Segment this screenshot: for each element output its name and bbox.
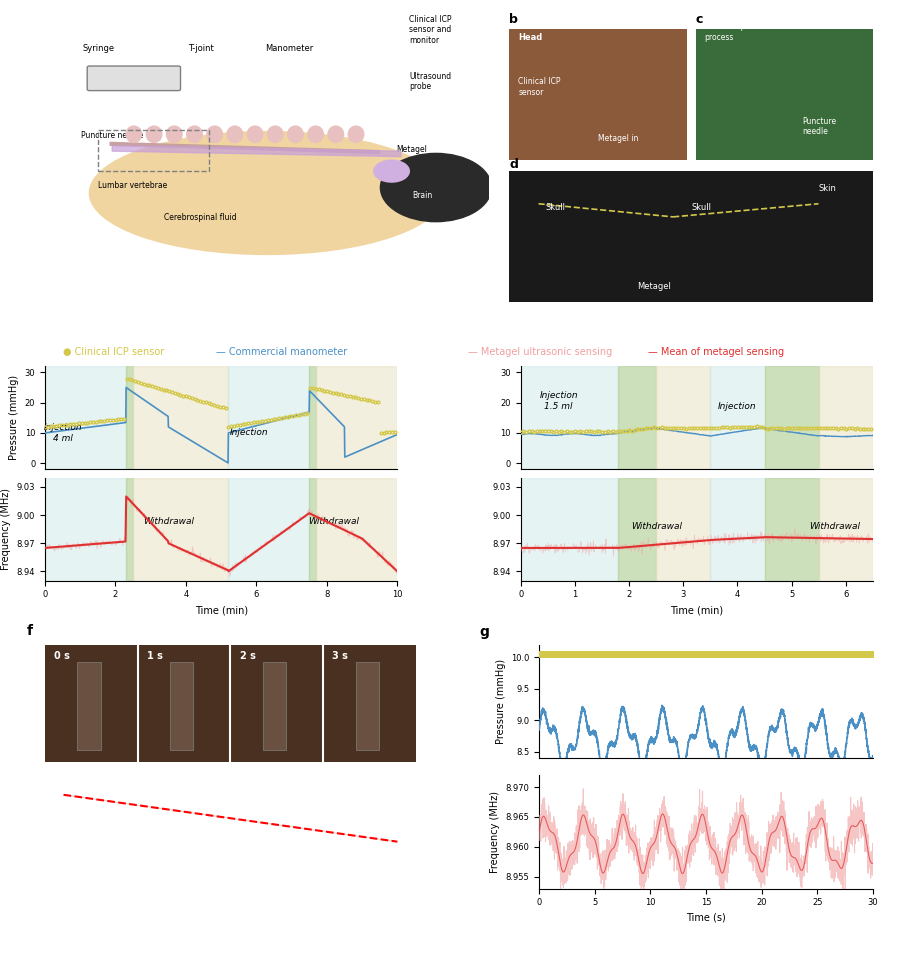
Y-axis label: Pressure (mmHg): Pressure (mmHg)	[496, 659, 506, 744]
Text: Injection: Injection	[718, 401, 757, 411]
Ellipse shape	[186, 126, 202, 143]
X-axis label: Time (s): Time (s)	[686, 913, 726, 922]
Y-axis label: Pressure (mmHg): Pressure (mmHg)	[9, 375, 19, 461]
Text: Brain: Brain	[412, 191, 433, 200]
Bar	[45, 366, 126, 469]
Text: 3 s: 3 s	[332, 651, 348, 661]
Text: Skull: Skull	[545, 203, 566, 212]
Text: Puncture
needle: Puncture needle	[802, 117, 836, 136]
Bar	[656, 477, 710, 580]
Text: Withdrawal: Withdrawal	[309, 517, 359, 527]
Text: Head: Head	[518, 33, 543, 42]
Text: Injection
1.5 ml: Injection 1.5 ml	[539, 392, 578, 411]
Bar	[133, 366, 229, 469]
Text: Syringe: Syringe	[82, 44, 114, 53]
Text: 0 s: 0 s	[54, 651, 70, 661]
Bar	[45, 477, 126, 580]
Text: — Mean of metagel sensing: — Mean of metagel sensing	[648, 347, 784, 357]
X-axis label: Time (min): Time (min)	[194, 605, 248, 615]
Ellipse shape	[308, 126, 323, 143]
Text: Lumbar spinous
process: Lumbar spinous process	[705, 22, 766, 42]
Ellipse shape	[89, 131, 445, 255]
Text: Withdrawal: Withdrawal	[631, 522, 681, 531]
Bar	[819, 477, 873, 580]
Text: Withdrawal: Withdrawal	[143, 517, 194, 527]
Bar	[521, 366, 618, 469]
Ellipse shape	[248, 126, 263, 143]
Bar	[656, 366, 710, 469]
Text: — Metagel ultrasonic sensing: — Metagel ultrasonic sensing	[468, 347, 612, 357]
Bar	[356, 662, 379, 750]
Text: Cerebrospinal fluid: Cerebrospinal fluid	[164, 213, 237, 223]
Bar	[765, 477, 819, 580]
Text: Metagel in: Metagel in	[598, 134, 638, 143]
Bar	[819, 366, 873, 469]
Ellipse shape	[207, 126, 222, 143]
Text: 1 s: 1 s	[147, 651, 163, 661]
Ellipse shape	[288, 126, 303, 143]
Bar	[229, 366, 310, 469]
Bar	[126, 477, 133, 580]
Text: T-joint: T-joint	[187, 44, 213, 53]
Text: c: c	[696, 13, 703, 25]
Text: Clinical ICP
sensor and
monitor: Clinical ICP sensor and monitor	[410, 15, 452, 45]
Bar	[310, 366, 316, 469]
Bar	[521, 477, 618, 580]
Text: Metagel: Metagel	[636, 282, 670, 291]
Text: Puncture needle: Puncture needle	[140, 872, 210, 882]
X-axis label: Time (min): Time (min)	[670, 605, 724, 615]
Bar	[618, 477, 656, 580]
Bar	[133, 477, 229, 580]
Text: f: f	[26, 624, 32, 639]
Text: d: d	[509, 158, 518, 171]
Bar	[170, 662, 194, 750]
Bar	[126, 366, 133, 469]
Y-axis label: Frequency (MHz): Frequency (MHz)	[491, 791, 500, 873]
Text: g: g	[479, 625, 489, 639]
Text: b: b	[509, 13, 518, 25]
Bar	[310, 477, 316, 580]
Text: Volume-measuring
tube: Volume-measuring tube	[176, 783, 248, 803]
Text: Injection
4 ml: Injection 4 ml	[43, 423, 82, 442]
Bar	[710, 366, 765, 469]
FancyBboxPatch shape	[87, 66, 181, 90]
Bar	[263, 662, 286, 750]
Bar	[98, 130, 210, 171]
Y-axis label: Frequency (MHz): Frequency (MHz)	[1, 488, 11, 571]
Text: Metagel: Metagel	[396, 145, 427, 154]
Text: Ultrasound
probe: Ultrasound probe	[410, 72, 452, 91]
Bar	[229, 477, 310, 580]
Ellipse shape	[267, 126, 283, 143]
Text: Clinical ICP
sensor: Clinical ICP sensor	[518, 78, 561, 97]
Ellipse shape	[328, 126, 344, 143]
Text: Injection: Injection	[230, 429, 269, 437]
Text: 2 s: 2 s	[239, 651, 256, 661]
Circle shape	[374, 160, 410, 182]
Bar	[710, 477, 765, 580]
Ellipse shape	[348, 126, 364, 143]
Text: Skull: Skull	[691, 203, 711, 212]
Bar	[316, 366, 397, 469]
Ellipse shape	[166, 126, 182, 143]
Ellipse shape	[381, 154, 491, 222]
Ellipse shape	[126, 126, 141, 143]
Text: Withdrawal: Withdrawal	[810, 522, 860, 531]
Text: Lumbar vertebrae: Lumbar vertebrae	[98, 181, 167, 190]
Bar	[618, 366, 656, 469]
Text: ● Clinical ICP sensor: ● Clinical ICP sensor	[63, 347, 164, 357]
Ellipse shape	[147, 126, 162, 143]
Text: Skin: Skin	[818, 184, 836, 192]
Text: Manometer: Manometer	[266, 44, 313, 53]
Bar	[765, 366, 819, 469]
Text: — Commercial manometer: — Commercial manometer	[216, 347, 347, 357]
Ellipse shape	[227, 126, 243, 143]
Bar	[77, 662, 101, 750]
Bar	[316, 477, 397, 580]
Text: Puncture needle: Puncture needle	[80, 131, 143, 140]
